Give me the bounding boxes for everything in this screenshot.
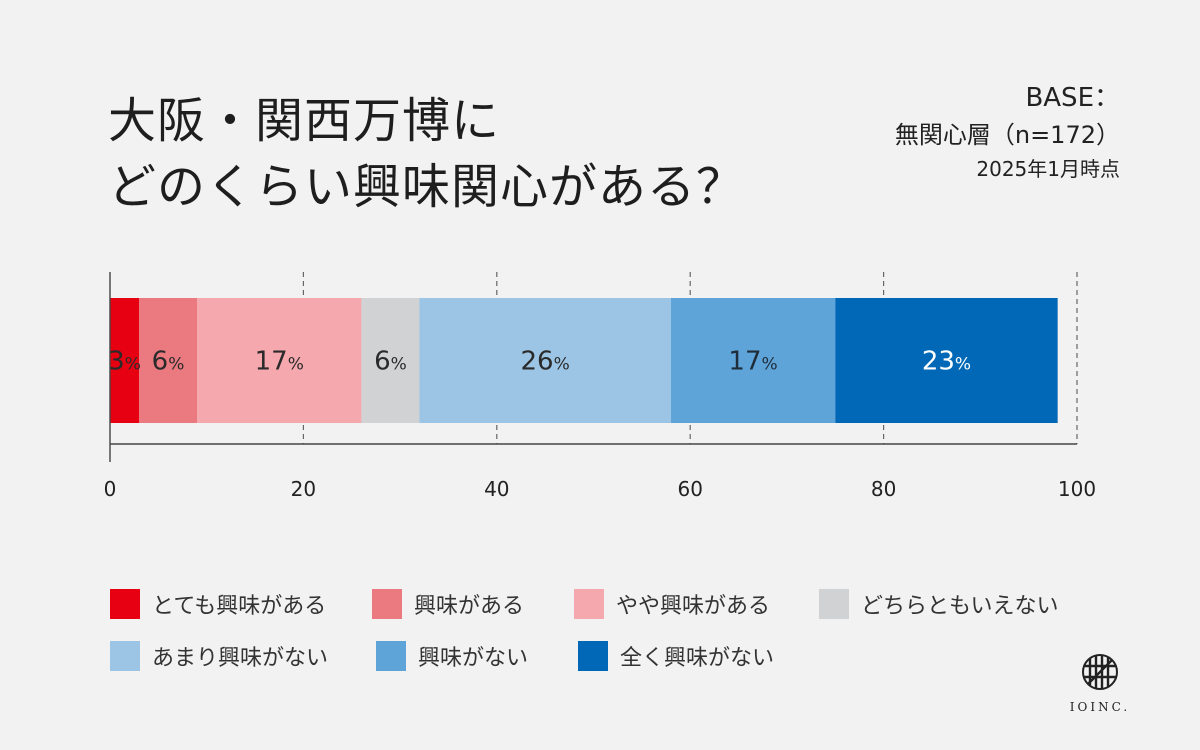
data-label: 23%	[922, 347, 971, 377]
x-tick-label: 80	[871, 477, 896, 501]
legend-label: 全く興味がない	[620, 646, 775, 671]
legend-label: とても興味がある	[152, 594, 327, 619]
legend-swatch	[110, 641, 140, 671]
bar-segment	[361, 298, 420, 423]
base-segment: 無関心層（n=172）	[894, 121, 1120, 149]
bar-segment	[197, 298, 362, 423]
legend: とても興味がある 興味がある やや興味がある どちらともいえない あまり興味がな…	[110, 578, 1100, 682]
logo-text: IOINC.	[1069, 700, 1131, 714]
bar-segment	[419, 298, 671, 423]
data-label: 6%	[374, 347, 407, 377]
legend-swatch	[372, 589, 402, 619]
data-label: 3%	[108, 347, 141, 377]
base-info: BASE： 無関心層（n=172） 2025年1月時点	[895, 80, 1120, 184]
legend-swatch	[574, 589, 604, 619]
data-label: 17%	[255, 347, 304, 377]
legend-row-2: あまり興味がない 興味がない 全く興味がない	[110, 630, 1100, 682]
data-label: 26%	[521, 347, 570, 377]
legend-item: やや興味がある	[574, 588, 819, 620]
legend-swatch	[376, 641, 406, 671]
legend-item: あまり興味がない	[110, 640, 376, 672]
base-date: 2025年1月時点	[976, 157, 1120, 181]
bar-segment	[139, 298, 198, 423]
legend-item: どちらともいえない	[819, 588, 1059, 620]
chart-title-line-2: どのくらい興味関心がある？	[108, 159, 746, 215]
bar-segment	[670, 298, 836, 423]
x-tick-label: 0	[104, 477, 117, 501]
legend-item: 全く興味がない	[578, 640, 774, 672]
legend-label: あまり興味がない	[152, 646, 329, 671]
legend-swatch	[578, 641, 608, 671]
data-label: 17%	[728, 347, 777, 377]
legend-item: 興味がある	[372, 588, 574, 620]
x-tick-label: 40	[484, 477, 509, 501]
company-logo: IOINC.	[1060, 652, 1140, 714]
legend-label: 興味がない	[418, 646, 529, 671]
hatched-circle-logo-icon	[1082, 654, 1118, 690]
legend-row-1: とても興味がある 興味がある やや興味がある どちらともいえない	[110, 578, 1100, 630]
x-tick-label: 100	[1058, 477, 1096, 501]
base-label: BASE：	[1025, 83, 1120, 113]
legend-label: やや興味がある	[616, 594, 771, 619]
legend-label: 興味がある	[414, 594, 525, 619]
legend-label: どちらともいえない	[861, 594, 1059, 619]
legend-swatch	[110, 589, 140, 619]
bar-segment	[110, 298, 140, 423]
data-label: 6%	[152, 347, 185, 377]
legend-swatch	[819, 589, 849, 619]
chart-title-line-1: 大阪・関西万博に	[108, 93, 501, 149]
x-tick-label: 20	[291, 477, 316, 501]
bar-segment	[835, 298, 1058, 423]
chart-title: 大阪・関西万博に どのくらい興味関心がある？	[108, 88, 868, 220]
x-tick-label: 60	[677, 477, 702, 501]
legend-item: 興味がない	[376, 640, 578, 672]
legend-item: とても興味がある	[110, 588, 372, 620]
